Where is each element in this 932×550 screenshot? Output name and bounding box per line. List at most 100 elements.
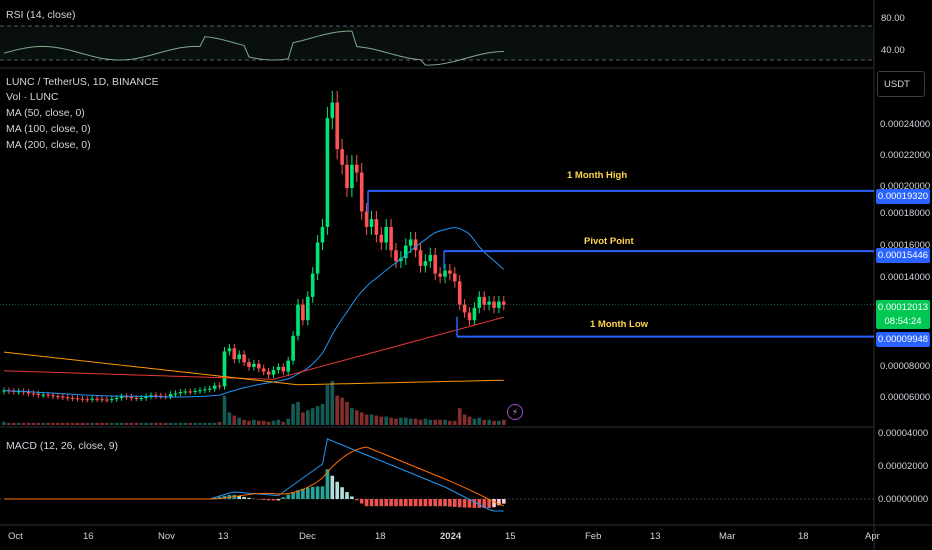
ma50-line	[3, 227, 505, 398]
macd-histogram-bar	[418, 499, 423, 507]
macd-histogram-bar	[457, 499, 462, 508]
volume-bar	[212, 422, 217, 425]
volume-bar	[448, 420, 452, 425]
volume-bar	[310, 408, 315, 425]
candle-body	[374, 219, 379, 235]
candle-body	[46, 394, 50, 396]
candle-body	[286, 360, 290, 372]
price-tick: 0.00020000	[880, 181, 931, 192]
candle-body	[384, 226, 388, 243]
macd-tick-4: 0.00004000	[878, 428, 929, 439]
month-low-badge: 0.00009948	[876, 332, 930, 347]
candle-body	[2, 390, 6, 392]
macd-histogram-bar	[423, 499, 428, 507]
candle-body	[61, 396, 65, 398]
rsi-line	[3, 30, 504, 66]
price-tick: 0.00008000	[880, 361, 931, 372]
volume-bar	[51, 422, 55, 425]
flash-icon[interactable]: ⚡	[507, 404, 523, 420]
macd-histogram-bar	[330, 475, 335, 499]
volume-bar	[159, 422, 163, 425]
macd-histogram-bar	[345, 492, 349, 499]
volume-bar	[242, 419, 246, 425]
candle-body	[350, 164, 354, 189]
candle-body	[487, 301, 491, 305]
candle-body	[281, 366, 286, 372]
macd-histogram-bar	[261, 499, 266, 500]
macd-histogram-bar	[467, 499, 472, 508]
macd-histogram-bar	[433, 499, 437, 507]
candle-body	[433, 254, 437, 274]
volume-bar	[61, 422, 65, 425]
candle-body	[247, 362, 251, 367]
macd-histogram-bar	[443, 499, 447, 507]
symbol-title[interactable]: LUNC / TetherUS, 1D, BINANCE	[6, 76, 159, 88]
volume-bar	[183, 422, 188, 425]
indicator-ma200[interactable]: MA (200, close, 0)	[6, 139, 91, 151]
month-high-label: 1 Month High	[567, 170, 628, 181]
candle-body	[364, 211, 369, 227]
volume-bar	[335, 395, 339, 425]
pivot-point-label: Pivot Point	[584, 236, 634, 247]
candle-body	[252, 363, 256, 367]
candle-body	[394, 250, 398, 262]
candle-body	[310, 273, 315, 297]
month-high-badge: 0.00019320	[876, 189, 930, 204]
indicator-ma100[interactable]: MA (100, close, 0)	[6, 123, 91, 135]
volume-bar	[369, 414, 374, 425]
current-price-badge: 0.00012013	[876, 300, 930, 315]
indicator-ma50[interactable]: MA (50, close, 0)	[6, 107, 85, 119]
volume-bar	[149, 422, 153, 425]
volume-bar	[320, 404, 325, 425]
candle-body	[257, 363, 261, 369]
volume-bar	[16, 422, 21, 425]
candle-body	[301, 304, 305, 321]
macd-histogram-bar	[497, 499, 501, 506]
macd-tick-2: 0.00002000	[878, 461, 929, 472]
volume-bar	[325, 385, 330, 425]
ma200-line	[3, 351, 504, 386]
volume-bar	[477, 417, 482, 425]
candle-body	[438, 273, 442, 277]
macd-histogram-bar	[335, 481, 339, 499]
candle-body	[124, 396, 129, 398]
volume-bar	[291, 404, 295, 425]
price-tick: 0.00022000	[880, 150, 931, 161]
candle-body	[320, 226, 325, 243]
time-tick: 18	[375, 531, 386, 542]
candle-body	[369, 219, 374, 227]
macd-histogram-bar	[379, 499, 384, 507]
macd-histogram-bar	[374, 499, 379, 507]
volume-bar	[330, 380, 335, 425]
volume-bar	[359, 412, 364, 425]
macd-histogram-bar	[413, 499, 418, 507]
volume-bar	[438, 419, 442, 425]
candle-body	[90, 398, 94, 400]
volume-bar	[428, 419, 433, 425]
volume-bar	[271, 420, 276, 425]
indicator-volume[interactable]: Vol · LUNC	[6, 91, 59, 103]
time-tick: Feb	[585, 531, 602, 542]
volume-bar	[306, 410, 310, 425]
candle-body	[144, 396, 148, 398]
macd-histogram-bar	[271, 499, 276, 501]
macd-histogram-bar	[394, 499, 398, 507]
candle-body	[266, 371, 271, 375]
rsi-title: RSI (14, close)	[6, 9, 76, 21]
price-tick: 0.00014000	[880, 272, 931, 283]
candle-body	[345, 164, 349, 189]
candle-body	[70, 398, 75, 399]
currency-button[interactable]: USDT	[877, 71, 925, 97]
candle-body	[173, 393, 178, 395]
price-tick: 0.00018000	[880, 208, 931, 219]
volume-bar	[110, 422, 114, 425]
time-tick: 16	[83, 531, 94, 542]
volume-bar	[281, 421, 286, 425]
candle-body	[271, 370, 276, 375]
time-tick: Dec	[299, 531, 316, 542]
candle-body	[36, 393, 41, 395]
volume-bar	[433, 419, 437, 425]
volume-bar	[41, 422, 45, 425]
volume-bar	[266, 421, 271, 425]
